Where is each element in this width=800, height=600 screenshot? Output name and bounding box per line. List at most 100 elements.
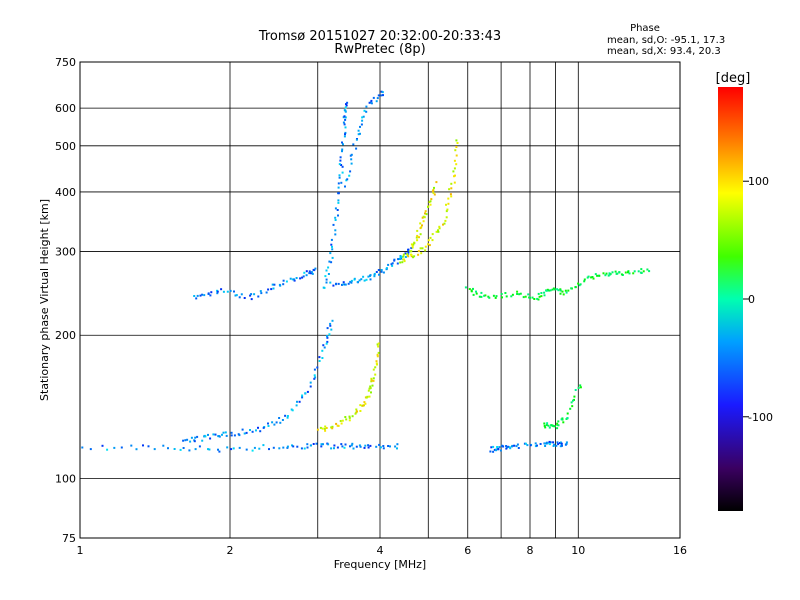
data-point (569, 407, 572, 410)
data-point (327, 443, 330, 446)
data-point (370, 377, 373, 380)
data-point (328, 260, 331, 263)
data-point (594, 273, 597, 276)
data-point (194, 436, 197, 439)
data-point (536, 444, 538, 447)
data-point (450, 195, 453, 198)
data-point (341, 419, 344, 422)
data-point (359, 410, 362, 412)
data-point (377, 269, 380, 271)
data-point (411, 246, 414, 249)
data-point (404, 256, 407, 258)
data-point (429, 200, 432, 203)
data-point (304, 392, 307, 395)
data-point (437, 230, 440, 233)
data-point (120, 446, 123, 449)
data-point (360, 123, 363, 126)
data-point (353, 277, 356, 280)
data-point (424, 249, 427, 252)
data-point (375, 445, 378, 448)
data-point (341, 283, 343, 286)
data-point (314, 267, 317, 270)
data-point (226, 446, 229, 449)
data-point (340, 181, 343, 184)
data-point (608, 273, 611, 276)
data-point (369, 444, 372, 447)
data-point (524, 442, 527, 445)
data-point (257, 426, 259, 429)
data-point (544, 442, 547, 445)
data-point (351, 415, 354, 418)
data-point (324, 429, 327, 432)
data-point (335, 422, 338, 425)
data-point (633, 270, 636, 273)
data-point (577, 282, 580, 285)
data-point (598, 274, 601, 277)
data-point (618, 271, 621, 274)
data-point (316, 428, 319, 431)
data-point (101, 444, 104, 447)
data-point (574, 389, 577, 391)
data-point (325, 427, 328, 429)
x-tick-label: 2 (227, 544, 234, 557)
data-point (179, 448, 182, 451)
data-point (478, 295, 481, 298)
data-point (344, 106, 347, 109)
data-point (413, 255, 416, 258)
data-point (308, 270, 311, 273)
data-point (415, 236, 418, 239)
data-point (209, 294, 212, 297)
data-point (316, 366, 319, 369)
data-point (429, 236, 432, 239)
data-point (402, 253, 405, 256)
colorbar-label: [deg] (716, 71, 751, 86)
data-point (437, 229, 439, 232)
data-point (344, 118, 347, 121)
data-point (396, 447, 398, 450)
x-axis-label: Frequency [MHz] (334, 558, 426, 571)
data-point (496, 446, 499, 448)
data-point (359, 404, 362, 407)
data-point (291, 409, 294, 412)
data-point (303, 447, 306, 450)
data-point (347, 282, 350, 285)
data-point (567, 289, 570, 292)
data-point (222, 431, 225, 434)
data-point (380, 90, 383, 93)
data-point (342, 283, 345, 286)
data-point (472, 293, 475, 296)
data-point (475, 292, 478, 295)
data-point (259, 430, 262, 433)
data-point (333, 447, 335, 450)
data-point (334, 207, 337, 210)
data-point (343, 109, 346, 112)
data-point (369, 274, 371, 277)
data-point (362, 275, 365, 278)
data-point (303, 271, 306, 274)
data-point (293, 278, 295, 281)
data-point (421, 247, 424, 250)
data-point (374, 373, 377, 376)
data-point (278, 283, 281, 286)
data-point (278, 417, 281, 419)
data-point (377, 94, 380, 97)
data-point (189, 440, 192, 443)
phase-info-label: Phase (630, 23, 660, 34)
data-point (410, 255, 413, 258)
colorbar-tick-label: 100 (748, 175, 769, 188)
data-point (201, 293, 204, 296)
data-point (344, 283, 347, 286)
data-point (412, 256, 414, 259)
data-point (265, 291, 268, 294)
data-point (493, 448, 496, 451)
data-point (286, 446, 289, 449)
data-point (566, 412, 569, 415)
data-point (543, 424, 546, 427)
data-point (81, 446, 84, 449)
data-point (508, 446, 511, 449)
colorbar (718, 87, 743, 511)
data-point (255, 429, 257, 432)
data-point (443, 222, 446, 225)
data-point (350, 158, 353, 161)
